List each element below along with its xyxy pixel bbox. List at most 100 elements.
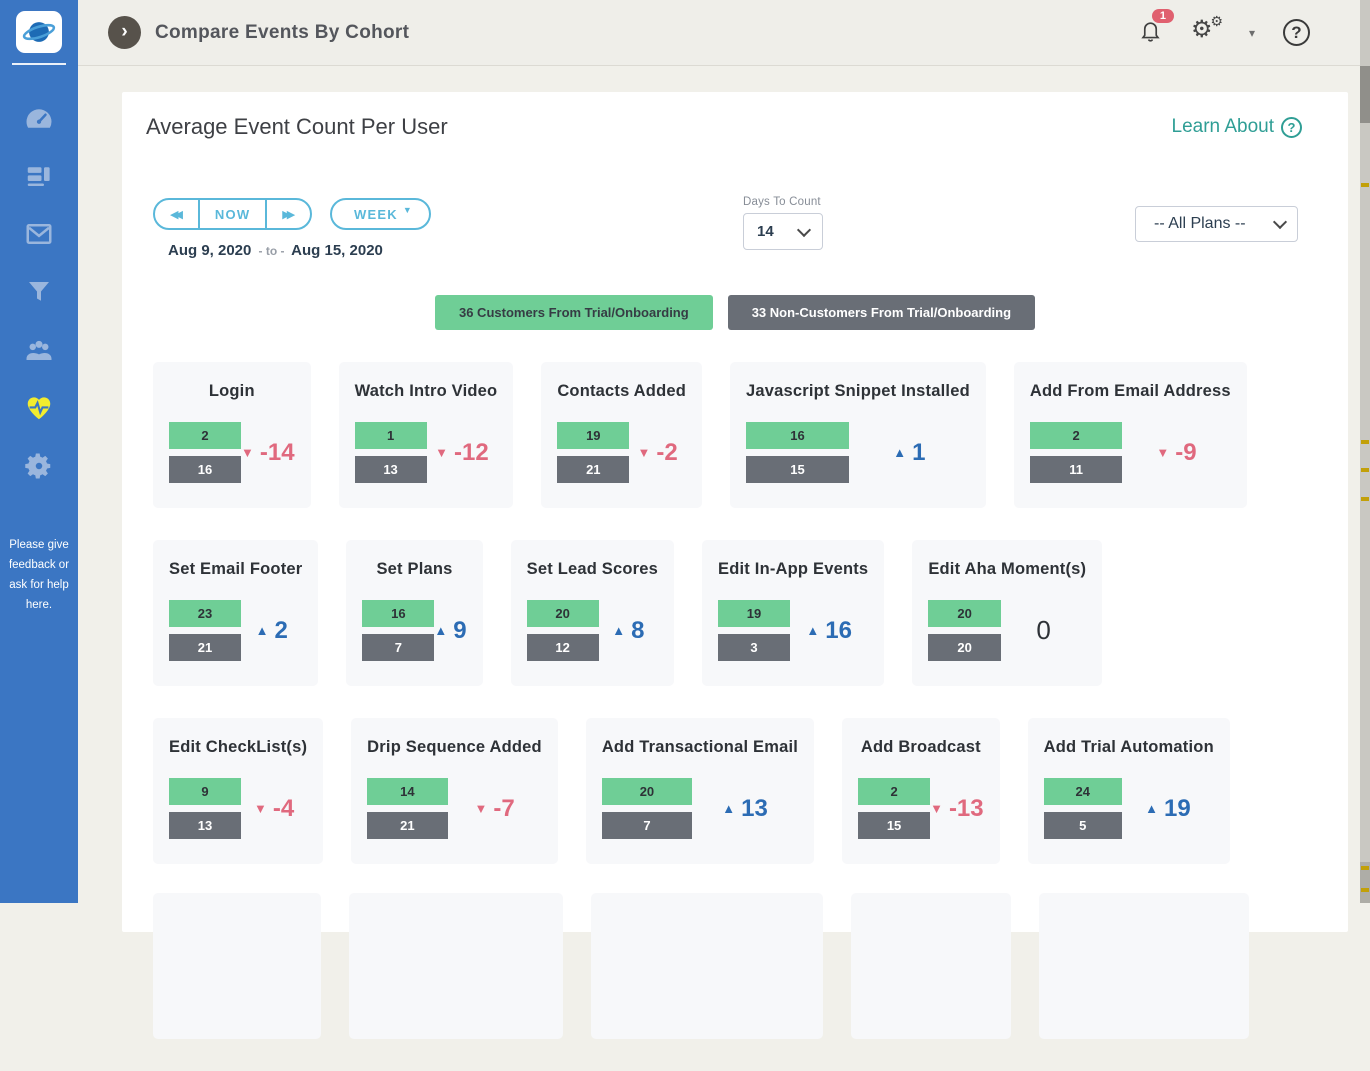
delta-indicator: ▼ -9: [1122, 439, 1231, 467]
delta-value: 16: [825, 616, 852, 644]
date-separator: - to -: [258, 244, 285, 258]
list-icon: [27, 167, 50, 186]
delta-indicator: ▼ -13: [930, 795, 984, 823]
card-row: Login 2 16 ▼ -14 Watch Intro Video 1 13 ▼ -12 Cont…: [153, 362, 1338, 508]
days-to-count-select[interactable]: 14: [743, 213, 823, 250]
learn-about-link[interactable]: Learn About ?: [1172, 116, 1302, 138]
now-button[interactable]: NOW: [200, 200, 268, 228]
delta-indicator: ▲ 2: [241, 617, 302, 645]
delta-indicator: 0: [1001, 615, 1086, 646]
sidebar: Please give feedback or ask for help her…: [0, 0, 78, 903]
fast-forward-icon: ▶▶: [282, 208, 295, 221]
event-card-title: Add Broadcast: [860, 738, 981, 756]
customers-bar: 20: [526, 600, 599, 627]
sidebar-item-settings[interactable]: [17, 437, 61, 495]
delta-value: -13: [948, 794, 984, 822]
envelope-icon: [26, 224, 52, 244]
delta-indicator: ▲ 16: [790, 617, 868, 645]
event-card-title: Set Lead Scores: [526, 560, 659, 578]
event-card-title: Login: [208, 382, 255, 400]
forward-button[interactable]: ▶▶: [267, 200, 310, 228]
arrow-down-icon: ▼: [930, 801, 943, 816]
sidebar-item-dashboard[interactable]: [17, 89, 61, 147]
non-customers-bar: 20: [928, 634, 1001, 661]
rewind-button[interactable]: ◀◀: [155, 200, 200, 228]
scrollbar-thumb[interactable]: [1360, 66, 1370, 123]
non-customers-bar: 3: [718, 634, 791, 661]
sidebar-divider: [12, 63, 66, 65]
arrow-up-icon: ▲: [806, 623, 820, 638]
arrow-up-icon: ▲: [1145, 801, 1158, 816]
delta-indicator: ▼ -14: [241, 439, 295, 467]
arrow-down-icon: ▼: [435, 445, 449, 460]
event-card: Edit Aha Moment(s) 20 20 0: [912, 540, 1103, 686]
collapse-chevron-button[interactable]: ›: [108, 16, 141, 49]
event-card-partial: [851, 893, 1011, 1039]
sidebar-item-email[interactable]: [17, 205, 61, 263]
gauge-icon: [26, 109, 52, 128]
delta-value: -12: [454, 438, 489, 466]
event-card-partial: [591, 893, 823, 1039]
delta-value: 2: [274, 616, 288, 644]
page-scrollbar: [1360, 0, 1370, 903]
event-card-title: Edit Aha Moment(s): [928, 560, 1087, 578]
feedback-link[interactable]: Please give feedback or ask for help her…: [8, 539, 70, 612]
scrollbar-marker: [1361, 440, 1369, 444]
delta-indicator: ▲ 8: [599, 617, 658, 645]
plans-filter-select[interactable]: -- All Plans --: [1135, 206, 1298, 242]
main-panel: Average Event Count Per User Learn About…: [122, 92, 1348, 1039]
cohort-customers-button[interactable]: 36 Customers From Trial/Onboarding: [434, 295, 713, 330]
event-card-partial: [1039, 893, 1249, 1039]
customers-bar: 16: [362, 600, 435, 627]
account-dropdown-caret[interactable]: ▾: [1248, 25, 1255, 40]
delta-value: 13: [741, 794, 768, 822]
card-row-partial: [153, 893, 1338, 1039]
customers-bar: 24: [1043, 778, 1122, 805]
cohort-non-customers-button[interactable]: 33 Non-Customers From Trial/Onboarding: [727, 295, 1036, 330]
help-button[interactable]: ?: [1283, 19, 1310, 46]
customers-bar: 2: [169, 422, 241, 449]
non-customers-bar: 16: [169, 456, 241, 483]
event-card-title: Add Trial Automation: [1043, 738, 1214, 756]
scrollbar-marker: [1361, 468, 1369, 472]
event-card: Add Broadcast 2 15 ▼ -13: [842, 718, 1000, 864]
settings-gears-button[interactable]: ⚙ ⚙: [1191, 14, 1223, 48]
customers-bar: 19: [557, 422, 630, 449]
bell-icon: [1141, 21, 1160, 42]
sidebar-item-filters[interactable]: [17, 263, 61, 321]
arrow-up-icon: ▲: [255, 623, 269, 638]
delta-value: -2: [656, 438, 678, 466]
help-circle-icon: ?: [1281, 116, 1302, 138]
delta-indicator: ▲ 19: [1122, 795, 1214, 823]
event-card-title: Add Transactional Email: [601, 738, 799, 756]
app-logo[interactable]: [16, 11, 62, 53]
learn-about-label: Learn About: [1171, 116, 1274, 137]
event-card-partial: [349, 893, 563, 1039]
event-card: Edit In-App Events 19 3 ▲ 16: [702, 540, 885, 686]
delta-value: 9: [453, 616, 467, 644]
top-header: › Compare Events By Cohort 1 ⚙ ⚙ ▾ ?: [78, 0, 1370, 66]
non-customers-bar: 21: [169, 634, 241, 661]
event-cards-grid: Login 2 16 ▼ -14 Watch Intro Video 1 13 ▼ -12 Cont…: [153, 362, 1338, 1071]
event-card-title: Set Email Footer: [169, 560, 303, 578]
non-customers-bar: 21: [367, 812, 448, 839]
sidebar-item-lists[interactable]: [17, 147, 61, 205]
notifications-button[interactable]: 1: [1138, 8, 1174, 49]
delta-value: 19: [1163, 794, 1191, 822]
period-label: WEEK: [354, 206, 398, 222]
funnel-icon: [29, 282, 49, 301]
non-customers-bar: 13: [354, 456, 427, 483]
event-card-title: Drip Sequence Added: [367, 738, 542, 756]
event-card: Set Email Footer 23 21 ▲ 2: [153, 540, 319, 686]
period-dropdown[interactable]: WEEK ▼: [330, 198, 431, 230]
days-to-count-block: Days To Count 14: [743, 196, 823, 250]
sidebar-item-people[interactable]: [17, 321, 61, 379]
arrow-up-icon: ▲: [893, 445, 907, 460]
non-customers-bar: 7: [362, 634, 435, 661]
event-card: Login 2 16 ▼ -14: [153, 362, 311, 508]
chevron-down-icon: [1272, 214, 1288, 230]
scrollbar-marker: [1361, 866, 1369, 870]
delta-value: -9: [1175, 438, 1197, 466]
sidebar-item-customer-health[interactable]: [17, 379, 61, 437]
chevron-right-icon: ›: [121, 20, 128, 42]
